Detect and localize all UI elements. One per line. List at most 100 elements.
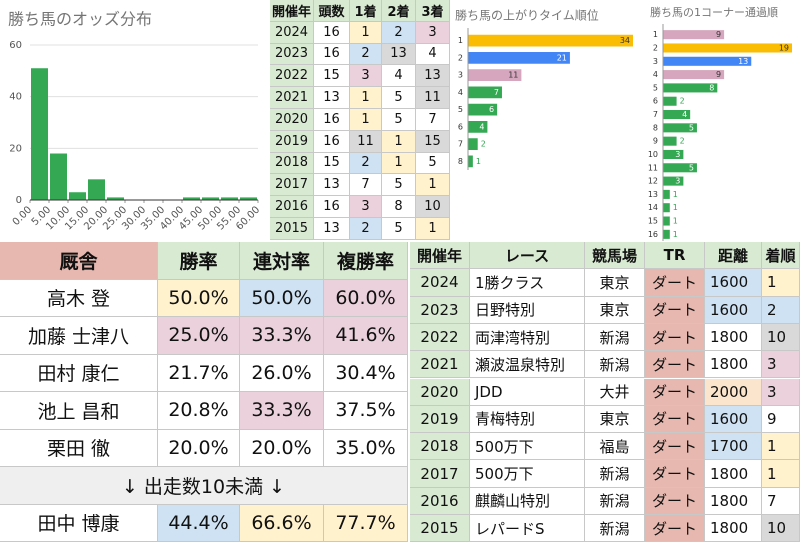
table-cell: 15 <box>416 130 450 153</box>
table-cell: 15 <box>314 65 350 88</box>
value-label: 4 <box>682 110 687 119</box>
value-label: 13 <box>738 57 748 66</box>
table-cell: 2024 <box>410 269 470 297</box>
chart-title: 勝ち馬の上がりタイム順位 <box>455 8 599 23</box>
bar <box>663 163 697 173</box>
table-cell: 2015 <box>410 515 470 542</box>
table-cell: 21.7% <box>158 354 240 392</box>
table-cell: 16 <box>314 196 350 218</box>
value-label: 2 <box>680 97 685 106</box>
table-cell: 8 <box>382 196 416 218</box>
table-cell: 2021 <box>270 87 314 109</box>
header-cell: 頭数 <box>314 0 350 22</box>
bar <box>663 96 677 106</box>
bar <box>663 43 792 53</box>
y-tick-label: 20 <box>9 143 22 154</box>
header-cell: 3着 <box>416 0 450 22</box>
table-cell: 30.4% <box>324 354 408 392</box>
value-label: 3 <box>675 177 680 186</box>
table-cell: 16 <box>314 21 350 44</box>
table-cell: 2023 <box>270 43 314 66</box>
value-label: 1 <box>476 157 481 166</box>
table-cell: 2021 <box>410 351 470 379</box>
header-cell: 距離 <box>705 242 762 270</box>
table-cell: 1700 <box>705 433 762 461</box>
y-tick-label: 1 <box>458 36 463 45</box>
table-cell: 9 <box>762 405 800 434</box>
y-tick-label: 6 <box>653 97 658 106</box>
table-cell: 500万下 <box>470 433 585 461</box>
table-cell: JDD <box>470 378 585 406</box>
y-tick-label: 0 <box>16 195 22 206</box>
table-cell: 16 <box>314 43 350 66</box>
table-cell: 2018 <box>270 152 314 175</box>
header-cell: 着順 <box>762 242 800 270</box>
table-cell: 2 <box>350 218 382 240</box>
table-cell: 26.0% <box>240 354 324 392</box>
table-cell: 20.8% <box>158 392 240 430</box>
bar <box>183 197 200 200</box>
table-cell: 33.3% <box>240 392 324 430</box>
table-cell: 66.6% <box>240 504 324 542</box>
table-cell: 大井 <box>585 378 645 406</box>
value-label: 6 <box>489 105 494 114</box>
table-cell: 15 <box>314 152 350 175</box>
bar <box>663 136 677 146</box>
bar <box>663 189 670 199</box>
table-cell: 2000 <box>705 378 762 406</box>
table-cell: 1800 <box>705 460 762 488</box>
bar <box>663 30 725 40</box>
value-label: 11 <box>508 71 518 80</box>
table-cell: 2 <box>350 152 382 175</box>
table-cell: 1 <box>416 218 450 240</box>
table-cell: 1 <box>762 269 800 297</box>
table-cell: ダート <box>645 515 705 542</box>
y-tick-label: 1 <box>653 30 658 39</box>
table-cell: 池上 昌和 <box>0 392 158 430</box>
table-cell: 5 <box>382 218 416 240</box>
table-cell: 新潟 <box>585 487 645 515</box>
table-cell: 新潟 <box>585 460 645 488</box>
bar <box>663 216 670 226</box>
table-cell: 東京 <box>585 405 645 434</box>
table-cell: 3 <box>416 21 450 44</box>
table-cell: 5 <box>382 174 416 197</box>
value-label: 19 <box>779 43 789 52</box>
bar <box>107 197 124 200</box>
bar <box>663 203 670 213</box>
table-cell: 10 <box>416 196 450 218</box>
table-cell: 加藤 士津八 <box>0 317 158 355</box>
table-cell: 新潟 <box>585 323 645 352</box>
table-cell: 25.0% <box>158 317 240 355</box>
x-tick-label: 0.00 <box>11 204 35 228</box>
y-tick-label: 5 <box>458 105 463 114</box>
table-cell: 新潟 <box>585 351 645 379</box>
y-tick-label: 2 <box>458 53 463 62</box>
table-cell: 7 <box>350 174 382 197</box>
header-cell: レース <box>470 242 585 270</box>
table-cell: 2024 <box>270 21 314 44</box>
table-cell: 10 <box>762 515 800 542</box>
y-tick-label: 5 <box>653 83 658 92</box>
bar <box>468 138 478 150</box>
table-cell: 福島 <box>585 433 645 461</box>
bar <box>663 123 697 133</box>
table-cell: 2017 <box>410 460 470 488</box>
bar <box>663 176 684 186</box>
table-cell: 1 <box>350 87 382 109</box>
value-label: 8 <box>709 83 714 92</box>
table-cell: ダート <box>645 378 705 406</box>
table-cell: 東京 <box>585 269 645 297</box>
table-cell: ダート <box>645 460 705 488</box>
y-tick-label: 14 <box>648 203 658 212</box>
table-cell: 2020 <box>410 378 470 406</box>
value-label: 9 <box>716 70 721 79</box>
header-cell: 連対率 <box>240 242 324 280</box>
table-cell: 2019 <box>270 130 314 153</box>
table-cell: 1 <box>762 460 800 488</box>
table-cell: 3 <box>350 65 382 88</box>
y-tick-label: 7 <box>458 140 463 149</box>
table-cell: ダート <box>645 269 705 297</box>
value-label: 2 <box>481 140 486 149</box>
